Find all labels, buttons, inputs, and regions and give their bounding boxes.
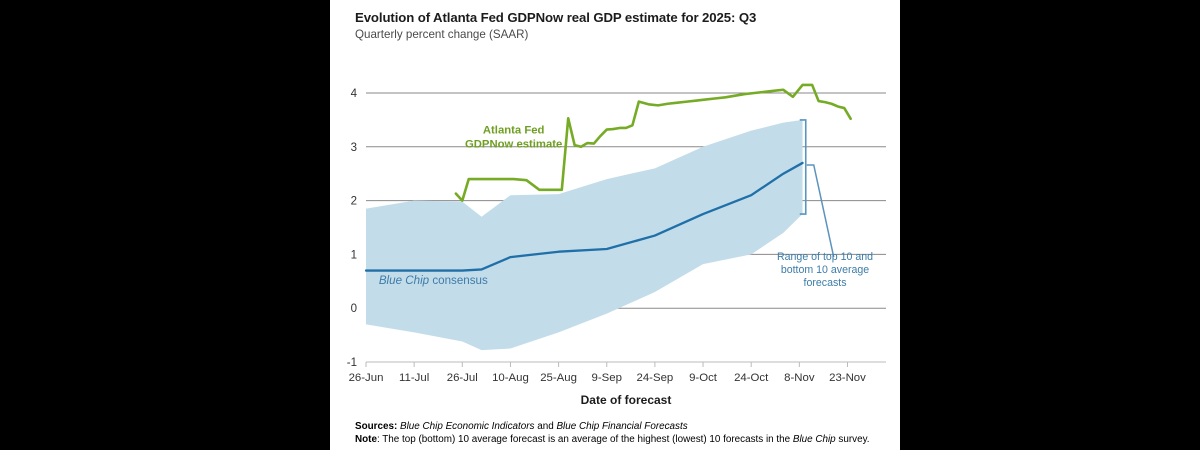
note-pre: : The top (bottom) 10 average forecast i… — [376, 434, 793, 445]
y-axis-tick-label: 0 — [351, 303, 357, 315]
chart-title: Evolution of Atlanta Fed GDPNow real GDP… — [355, 10, 757, 25]
sources-italic-2: Blue Chip Financial Forecasts — [556, 421, 688, 432]
sources-mid: and — [534, 421, 557, 432]
chart-subtitle: Quarterly percent change (SAAR) — [355, 28, 529, 41]
x-axis-ticks — [365, 362, 848, 367]
range-label-line3: forecasts — [804, 277, 847, 289]
gdpnow-label-line1: Atlanta Fed — [483, 124, 545, 136]
x-axis-tick-label: 8-Nov — [784, 372, 815, 384]
x-axis-tick-label: 24-Oct — [734, 372, 769, 384]
x-axis-tick-label: 25-Aug — [540, 372, 577, 384]
x-axis-tick-label: 24-Sep — [637, 372, 674, 384]
x-axis-tick-labels: 26-Jun 11-Jul 26-Jul 10-Aug 25-Aug 9-Sep 24-Se… — [349, 372, 867, 384]
note-italic: Blue Chip — [792, 434, 836, 445]
note-line: Note: The top (bottom) 10 average foreca… — [355, 429, 870, 447]
blue-chip-label-italic: Blue Chip — [379, 274, 430, 287]
note-label: Note — [355, 434, 377, 445]
chart-card: Evolution of Atlanta Fed GDPNow real GDP… — [330, 0, 900, 450]
range-leader-line — [806, 164, 835, 258]
gdpnow-label-line2: GDPNow estimate — [465, 138, 562, 150]
y-axis-tick-labels: -1 0 1 2 3 4 — [347, 88, 358, 369]
note-post: survey. — [835, 434, 870, 445]
y-axis-tick-label: 4 — [351, 88, 358, 100]
x-axis-tick-label: 26-Jun — [349, 372, 384, 384]
range-bracket — [799, 119, 807, 215]
sources-italic-1: Blue Chip Economic Indicators — [400, 421, 535, 432]
x-axis-tick-label: 11-Jul — [399, 372, 429, 384]
x-axis-tick-label: 23-Nov — [829, 372, 866, 384]
sources-line: Sources: Blue Chip Economic Indicators a… — [355, 416, 688, 434]
y-axis-tick-label: 1 — [351, 249, 357, 261]
x-axis-tick-label: 26-Jul — [447, 372, 478, 384]
x-axis-tick-label: 10-Aug — [492, 372, 529, 384]
y-axis-tick-label: 2 — [351, 196, 357, 208]
gdpnow-estimate-line — [454, 83, 852, 202]
blue-chip-consensus-line — [364, 161, 804, 272]
x-axis-tick-label: 9-Sep — [592, 372, 622, 384]
x-axis-tick-label: 9-Oct — [689, 372, 718, 384]
chart-plot: -1 0 1 2 3 4 26-Jun 11-Jul 26-Jul 10-Aug 25-Aug 9-… — [347, 83, 886, 407]
range-label-line1: Range of top 10 and — [777, 251, 873, 263]
blue-chip-consensus-label: Blue Chip consensus — [379, 274, 488, 287]
sources-label: Sources: — [355, 421, 398, 432]
forecast-range-band — [366, 119, 803, 351]
range-label-line2: bottom 10 average — [781, 264, 869, 276]
blue-chip-label-rest: consensus — [429, 274, 488, 287]
y-axis-tick-label: 3 — [351, 142, 357, 154]
x-axis-title: Date of forecast — [581, 393, 672, 407]
y-axis-tick-label: -1 — [347, 357, 357, 369]
